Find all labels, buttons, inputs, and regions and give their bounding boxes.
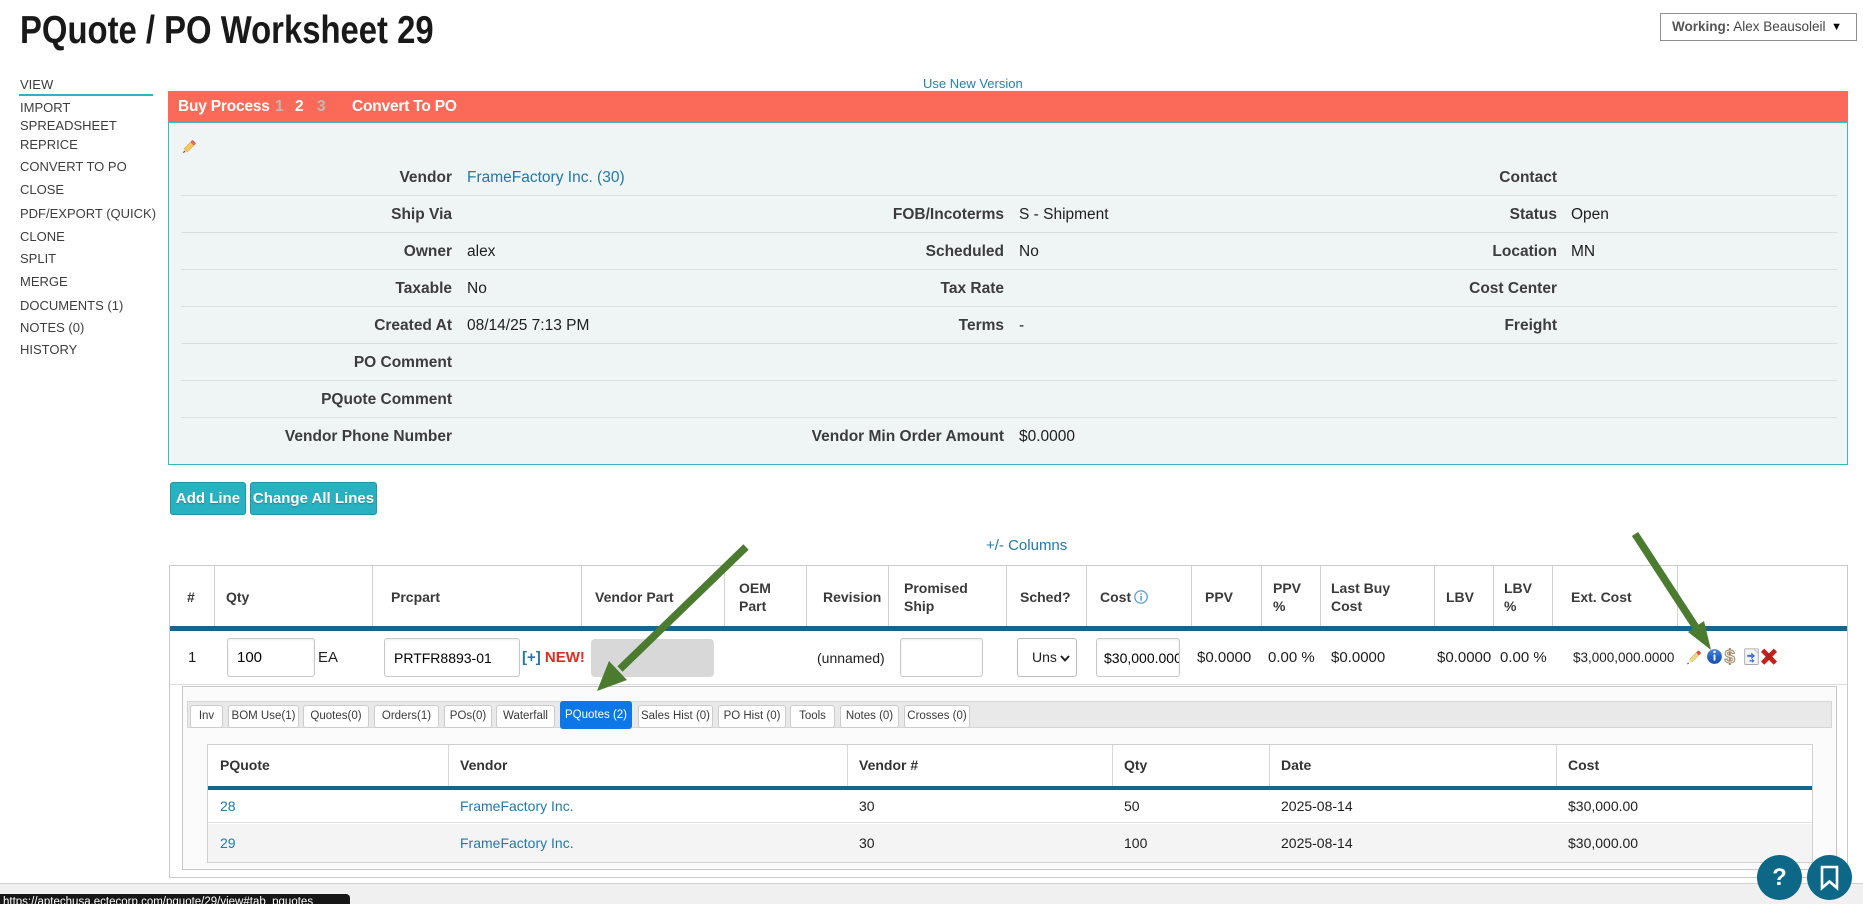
- svg-text:$: $: [1725, 647, 1736, 668]
